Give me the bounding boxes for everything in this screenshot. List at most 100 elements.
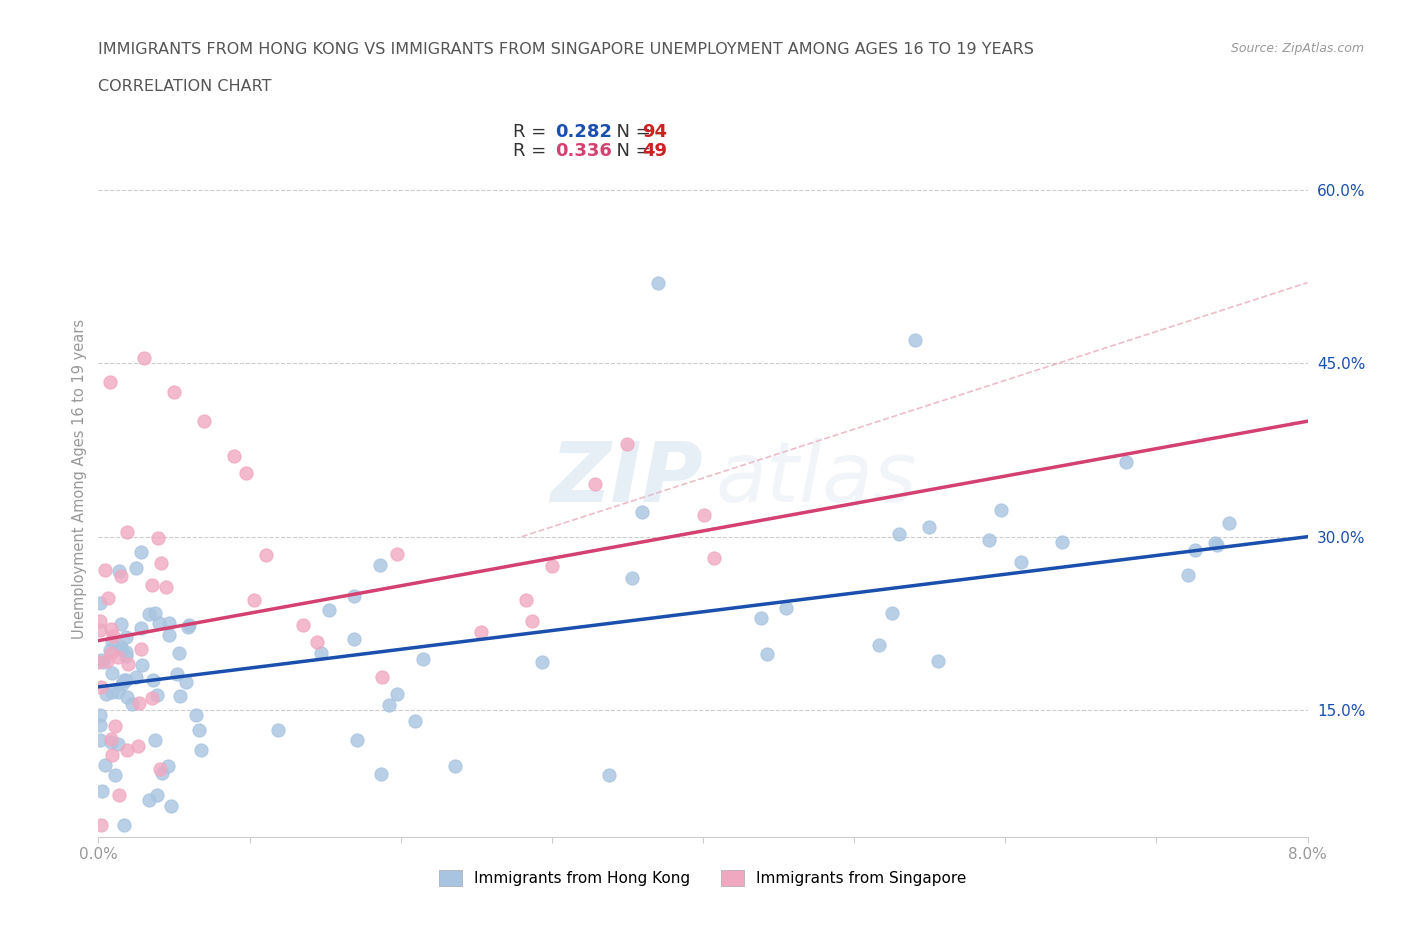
Point: [583, 477, 606, 492]
Point: [89, 614, 111, 629]
Point: [291, 618, 314, 632]
Point: [101, 666, 124, 681]
Point: [342, 631, 364, 646]
Point: [90, 652, 112, 667]
Point: [630, 504, 652, 519]
Point: [235, 465, 257, 480]
Point: [163, 385, 186, 400]
Point: [100, 633, 122, 648]
Point: [155, 580, 177, 595]
Point: [305, 634, 328, 649]
Point: [141, 690, 163, 705]
Text: 0.336: 0.336: [555, 141, 612, 160]
Point: [98, 375, 121, 390]
Point: [1218, 516, 1240, 531]
Point: [94, 758, 117, 773]
Point: [370, 767, 392, 782]
Point: [149, 761, 172, 776]
Point: [444, 759, 467, 774]
Point: [927, 654, 949, 669]
Point: [470, 624, 492, 639]
Legend: Immigrants from Hong Kong, Immigrants from Singapore: Immigrants from Hong Kong, Immigrants fr…: [432, 862, 974, 894]
Point: [114, 672, 136, 687]
Point: [1206, 538, 1229, 552]
Point: [904, 333, 927, 348]
Point: [101, 628, 124, 643]
Text: Source: ZipAtlas.com: Source: ZipAtlas.com: [1230, 42, 1364, 55]
Point: [749, 610, 772, 625]
Point: [157, 628, 180, 643]
Point: [115, 630, 138, 644]
Point: [1177, 567, 1199, 582]
Point: [343, 588, 366, 603]
Point: [127, 738, 149, 753]
Point: [117, 657, 139, 671]
Point: [90, 818, 112, 833]
Point: [89, 717, 111, 732]
Point: [125, 560, 148, 575]
Y-axis label: Unemployment Among Ages 16 to 19 years: Unemployment Among Ages 16 to 19 years: [72, 319, 87, 639]
Point: [138, 792, 160, 807]
Point: [110, 639, 132, 654]
Point: [1184, 543, 1206, 558]
Point: [616, 437, 638, 452]
Point: [148, 616, 170, 631]
Point: [254, 547, 277, 562]
Point: [193, 414, 215, 429]
Point: [112, 673, 135, 688]
Point: [89, 595, 111, 610]
Point: [128, 696, 150, 711]
Point: [1204, 536, 1226, 551]
Text: atlas: atlas: [716, 438, 917, 520]
Point: [412, 651, 434, 666]
Point: [93, 655, 115, 670]
Point: [97, 591, 120, 605]
Point: [621, 571, 644, 586]
Point: [266, 723, 288, 737]
Point: [142, 673, 165, 688]
Point: [693, 507, 716, 522]
Text: ZIP: ZIP: [550, 438, 703, 520]
Point: [108, 564, 131, 578]
Point: [129, 642, 152, 657]
Point: [114, 644, 136, 659]
Point: [166, 667, 188, 682]
Point: [138, 607, 160, 622]
Point: [190, 742, 212, 757]
Point: [157, 616, 180, 631]
Point: [378, 698, 401, 712]
Point: [346, 732, 368, 747]
Point: [149, 555, 172, 570]
Point: [224, 448, 246, 463]
Text: R =: R =: [513, 123, 553, 141]
Point: [146, 531, 169, 546]
Text: 49: 49: [643, 141, 668, 160]
Point: [132, 351, 155, 365]
Point: [110, 569, 132, 584]
Point: [385, 686, 408, 701]
Point: [177, 619, 200, 634]
Point: [107, 684, 129, 699]
Point: [115, 690, 138, 705]
Point: [100, 731, 122, 746]
Point: [100, 684, 122, 699]
Point: [156, 759, 179, 774]
Point: [100, 735, 122, 750]
Point: [370, 558, 392, 573]
Point: [145, 788, 167, 803]
Point: [111, 676, 134, 691]
Point: [647, 275, 669, 290]
Point: [96, 654, 118, 669]
Point: [176, 674, 198, 689]
Point: [167, 645, 190, 660]
Point: [868, 637, 890, 652]
Point: [94, 686, 117, 701]
Point: [104, 767, 127, 782]
Point: [90, 784, 112, 799]
Point: [530, 655, 553, 670]
Point: [309, 645, 332, 660]
Point: [131, 658, 153, 672]
Text: 0.282: 0.282: [555, 123, 613, 141]
Point: [775, 601, 797, 616]
Point: [887, 526, 910, 541]
